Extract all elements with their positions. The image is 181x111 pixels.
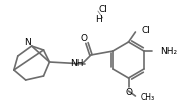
Text: O: O xyxy=(125,87,132,96)
Text: N: N xyxy=(24,38,31,47)
Text: Cl: Cl xyxy=(141,26,150,35)
Text: NH: NH xyxy=(70,58,84,67)
Text: O: O xyxy=(81,34,88,43)
Text: CH₃: CH₃ xyxy=(140,92,155,101)
Text: Cl: Cl xyxy=(98,6,107,15)
Text: NH₂: NH₂ xyxy=(160,47,177,56)
Text: H: H xyxy=(95,15,102,24)
